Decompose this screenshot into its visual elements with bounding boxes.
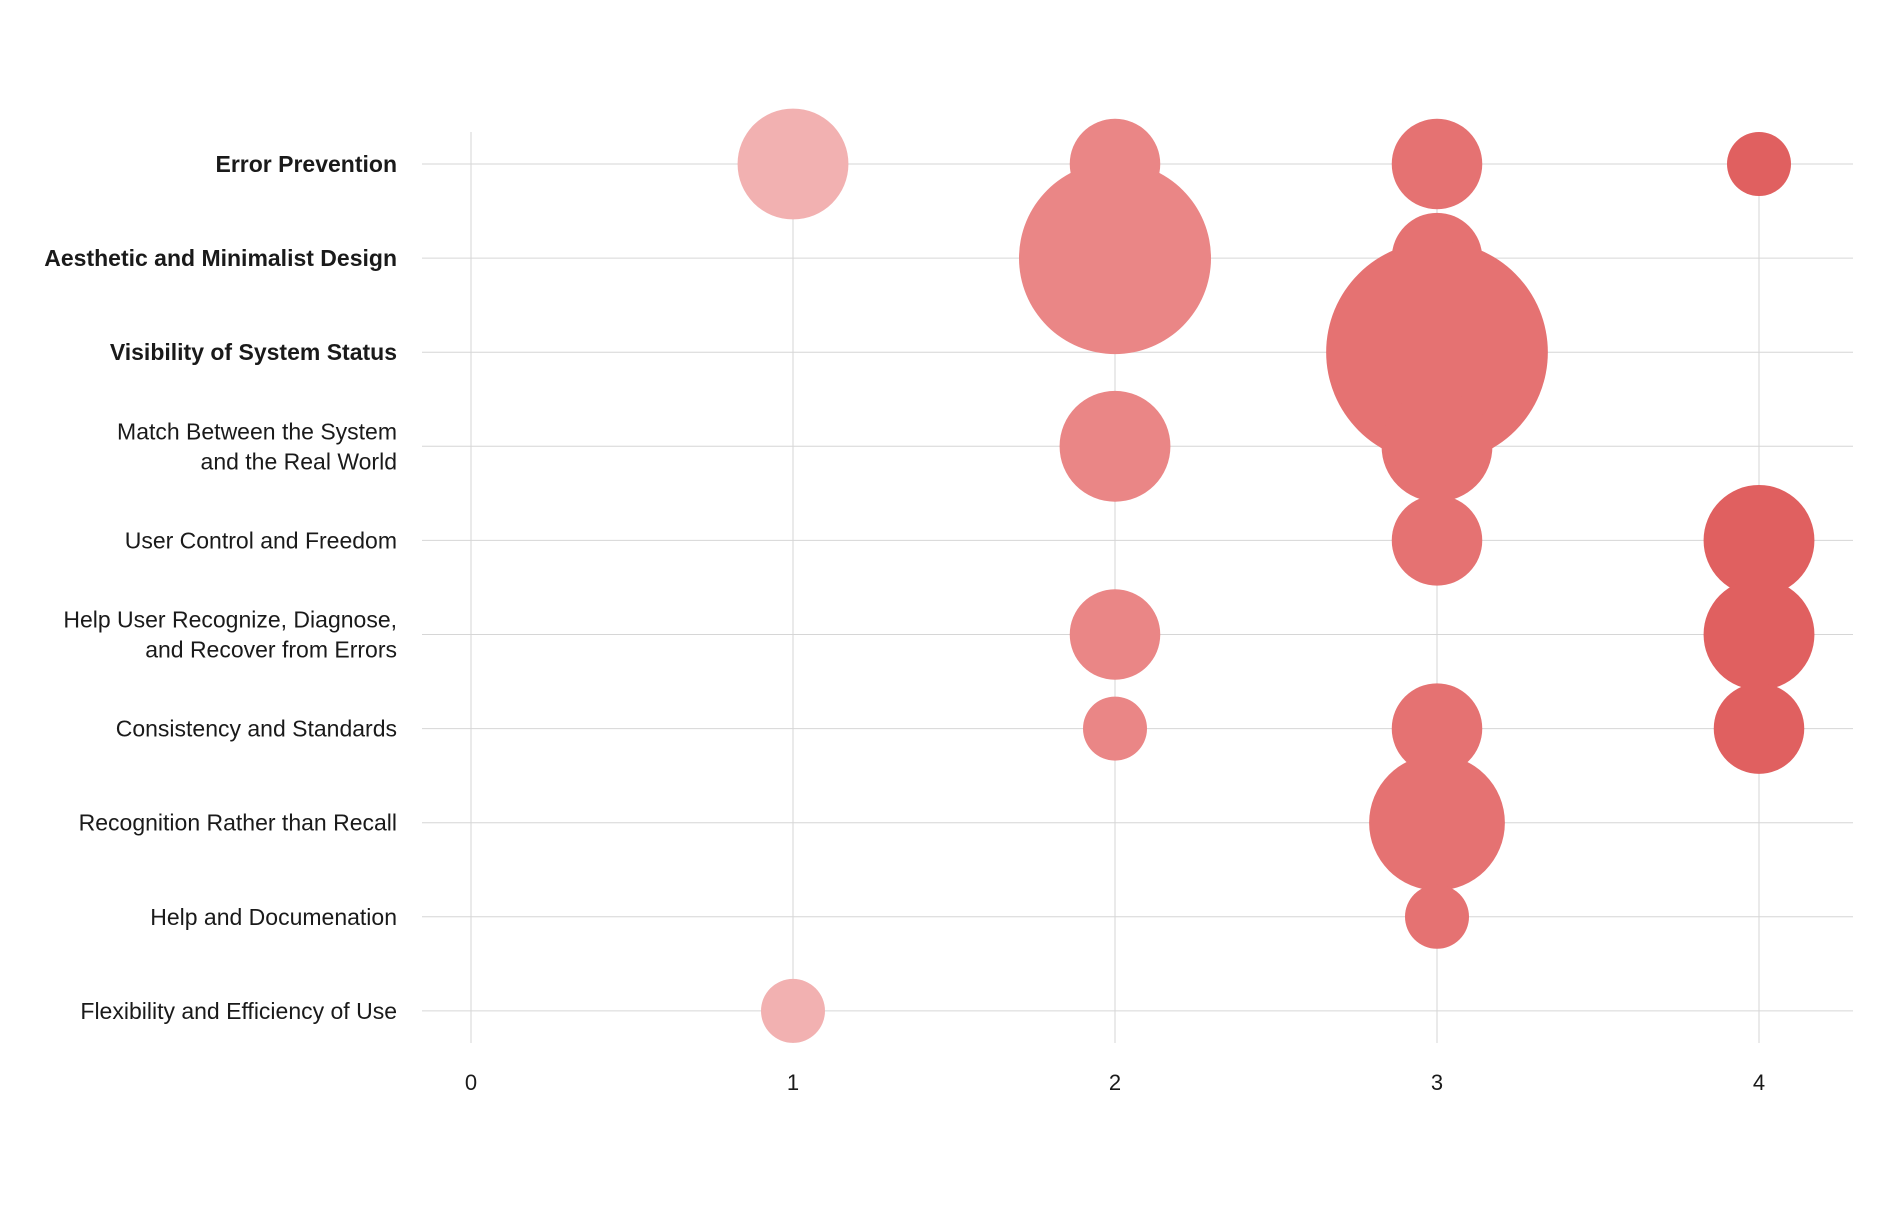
bubble-point	[1713, 683, 1805, 774]
category-label: Visibility of System Status	[110, 339, 397, 365]
bubble-point	[1083, 696, 1147, 761]
bubble-point	[761, 978, 825, 1043]
bubble-point	[1019, 162, 1211, 355]
category-label-line: and Recover from Errors	[145, 637, 397, 663]
category-label: Help User Recognize, Diagnose, and Recove…	[63, 607, 397, 663]
category-label-line: User Control and Freedom	[125, 527, 397, 553]
category-label-line: Help User Recognize, Diagnose,	[63, 607, 397, 633]
category-label: Match Between the System and the Real Wor…	[117, 418, 397, 474]
bubble-point	[1391, 683, 1483, 774]
bubble-point	[1391, 495, 1483, 586]
category-label-line: Error Prevention	[216, 151, 398, 177]
bubble-point	[1703, 484, 1815, 596]
x-tick-labels: 0 1 2 3 4	[465, 1070, 1765, 1095]
category-label-line: and the Real World	[201, 448, 397, 474]
category-label-line: Visibility of System Status	[110, 339, 397, 365]
x-tick-label: 4	[1753, 1070, 1765, 1095]
category-label-line: Match Between the System	[117, 418, 397, 444]
x-tick-label: 3	[1431, 1070, 1443, 1095]
bubble-point	[1326, 241, 1548, 464]
x-tick-label: 2	[1109, 1070, 1121, 1095]
bubble-point	[1069, 589, 1161, 680]
category-label-line: Aesthetic and Minimalist Design	[44, 245, 397, 271]
category-label-line: Help and Documenation	[150, 904, 397, 930]
category-labels: Error Prevention Aesthetic and Minimalist…	[44, 151, 397, 1024]
bubble-point	[1381, 390, 1493, 502]
x-tick-label: 1	[787, 1070, 799, 1095]
category-label-line: Flexibility and Efficiency of Use	[80, 998, 397, 1024]
bubble-point	[1391, 118, 1483, 210]
bubble-point	[1059, 390, 1171, 502]
category-label-line: Recognition Rather than Recall	[79, 810, 397, 836]
category-label: Flexibility and Efficiency of Use	[80, 998, 397, 1024]
category-label: Recognition Rather than Recall	[79, 810, 397, 836]
category-label: Aesthetic and Minimalist Design	[44, 245, 397, 271]
category-label: User Control and Freedom	[125, 527, 397, 553]
x-tick-label: 0	[465, 1070, 477, 1095]
bubble-point	[1405, 884, 1469, 949]
bubble-point	[737, 108, 849, 220]
category-label: Consistency and Standards	[116, 716, 397, 742]
bubble-point	[1703, 579, 1815, 690]
category-label: Help and Documenation	[150, 904, 397, 930]
bubble-point	[1727, 132, 1791, 196]
category-label-line: Consistency and Standards	[116, 716, 397, 742]
bubble-point	[1369, 754, 1505, 891]
category-label: Error Prevention	[216, 151, 398, 177]
bubbles	[737, 108, 1815, 1043]
